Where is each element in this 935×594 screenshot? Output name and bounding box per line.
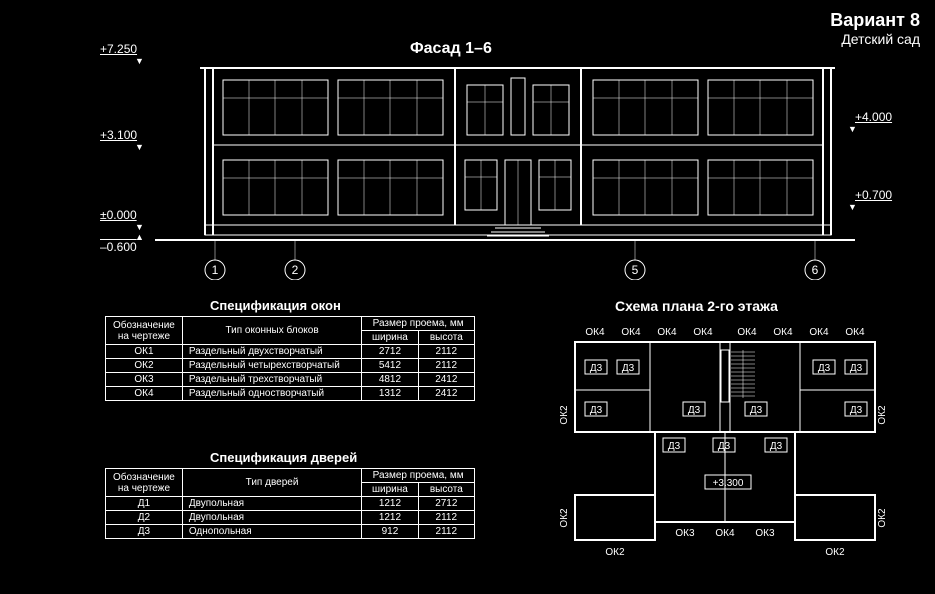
header-block: Вариант 8 Детский сад: [830, 10, 920, 47]
svg-text:5: 5: [632, 263, 639, 277]
facade-title: Фасад 1–6: [410, 40, 492, 58]
table-row: ОК3Раздельный трехстворчатый48122412: [106, 373, 475, 387]
col-subheader: ширина: [362, 483, 418, 497]
table-row: Д2Двупольная12122112: [106, 511, 475, 525]
col-header: Обозначение на чертеже: [106, 317, 183, 345]
arrow-icon: ▼: [135, 222, 144, 232]
window-group-upper-left: [223, 80, 443, 135]
table-row: ОК2Раздельный четырехстворчатый54122112: [106, 359, 475, 373]
svg-text:Д3: Д3: [622, 363, 635, 374]
svg-text:Д3: Д3: [590, 405, 603, 416]
col-subheader: высота: [418, 483, 474, 497]
col-header: Размер проема, мм: [362, 317, 475, 331]
elev-minus0600: –0.600: [100, 240, 137, 254]
svg-text:2: 2: [292, 263, 299, 277]
svg-text:+3.300: +3.300: [713, 478, 744, 489]
arrow-icon: ▼: [135, 142, 144, 152]
svg-text:ОК3: ОК3: [675, 528, 695, 539]
elev-0000: ±0.000: [100, 208, 137, 222]
col-header: Размер проема, мм: [362, 469, 475, 483]
col-header: Тип дверей: [182, 469, 361, 497]
svg-text:ОК2: ОК2: [877, 508, 888, 528]
elev-4000: +4.000: [855, 110, 892, 124]
col-subheader: высота: [418, 331, 474, 345]
svg-text:ОК4: ОК4: [693, 327, 713, 338]
svg-text:ОК4: ОК4: [585, 327, 605, 338]
svg-text:ОК4: ОК4: [809, 327, 829, 338]
svg-text:Д3: Д3: [850, 405, 863, 416]
svg-text:ОК3: ОК3: [755, 528, 775, 539]
spec-windows-table: Обозначение на чертеже Тип оконных блоко…: [105, 316, 475, 401]
table-row: ОК4Раздельный одностворчатый13122412: [106, 387, 475, 401]
table-row: Д1Двупольная12122712: [106, 497, 475, 511]
svg-text:Д3: Д3: [718, 441, 731, 452]
building-type: Детский сад: [830, 31, 920, 47]
svg-text:Д3: Д3: [590, 363, 603, 374]
window-group-lower-right: [593, 160, 813, 215]
svg-text:ОК4: ОК4: [715, 528, 735, 539]
svg-text:ОК2: ОК2: [877, 405, 888, 425]
elev-0700: +0.700: [855, 188, 892, 202]
svg-text:Д3: Д3: [850, 363, 863, 374]
svg-text:ОК2: ОК2: [825, 547, 845, 558]
spec-windows-title: Спецификация окон: [210, 298, 341, 313]
svg-text:Д3: Д3: [818, 363, 831, 374]
svg-text:ОК2: ОК2: [559, 508, 570, 528]
plan-title: Схема плана 2-го этажа: [615, 298, 778, 314]
table-row: ОК1Раздельный двухстворчатый27122112: [106, 345, 475, 359]
axis-markers: 1 2 5 6: [205, 240, 825, 280]
svg-text:ОК2: ОК2: [605, 547, 625, 558]
svg-text:Д3: Д3: [750, 405, 763, 416]
arrow-icon: ▲: [135, 232, 144, 242]
spec-doors-title: Спецификация дверей: [210, 450, 357, 465]
col-subheader: ширина: [362, 331, 418, 345]
arrow-icon: ▼: [135, 56, 144, 66]
window-group-upper-right: [593, 80, 813, 135]
svg-text:Д3: Д3: [668, 441, 681, 452]
svg-text:6: 6: [812, 263, 819, 277]
elev-7250: +7.250: [100, 42, 137, 56]
svg-text:ОК4: ОК4: [773, 327, 793, 338]
col-header: Обозначение на чертеже: [106, 469, 183, 497]
window-group-lower-left: [223, 160, 443, 215]
svg-text:ОК4: ОК4: [657, 327, 677, 338]
svg-text:1: 1: [212, 263, 219, 277]
elev-3100: +3.100: [100, 128, 137, 142]
svg-text:ОК4: ОК4: [737, 327, 757, 338]
col-header: Тип оконных блоков: [182, 317, 361, 345]
svg-text:ОК4: ОК4: [845, 327, 865, 338]
svg-text:Д3: Д3: [770, 441, 783, 452]
variant-number: Вариант 8: [830, 10, 920, 31]
svg-text:ОК4: ОК4: [621, 327, 641, 338]
facade-drawing: 1 2 5 6: [155, 60, 855, 280]
floor-plan: ОК4 ОК4 ОК4 ОК4 ОК4 ОК4 ОК4 ОК4 Д3 Д3 Д3…: [555, 320, 915, 590]
svg-text:ОК2: ОК2: [559, 405, 570, 425]
table-row: Д3Однопольная9122112: [106, 525, 475, 539]
svg-text:Д3: Д3: [688, 405, 701, 416]
spec-doors-table: Обозначение на чертеже Тип дверей Размер…: [105, 468, 475, 539]
